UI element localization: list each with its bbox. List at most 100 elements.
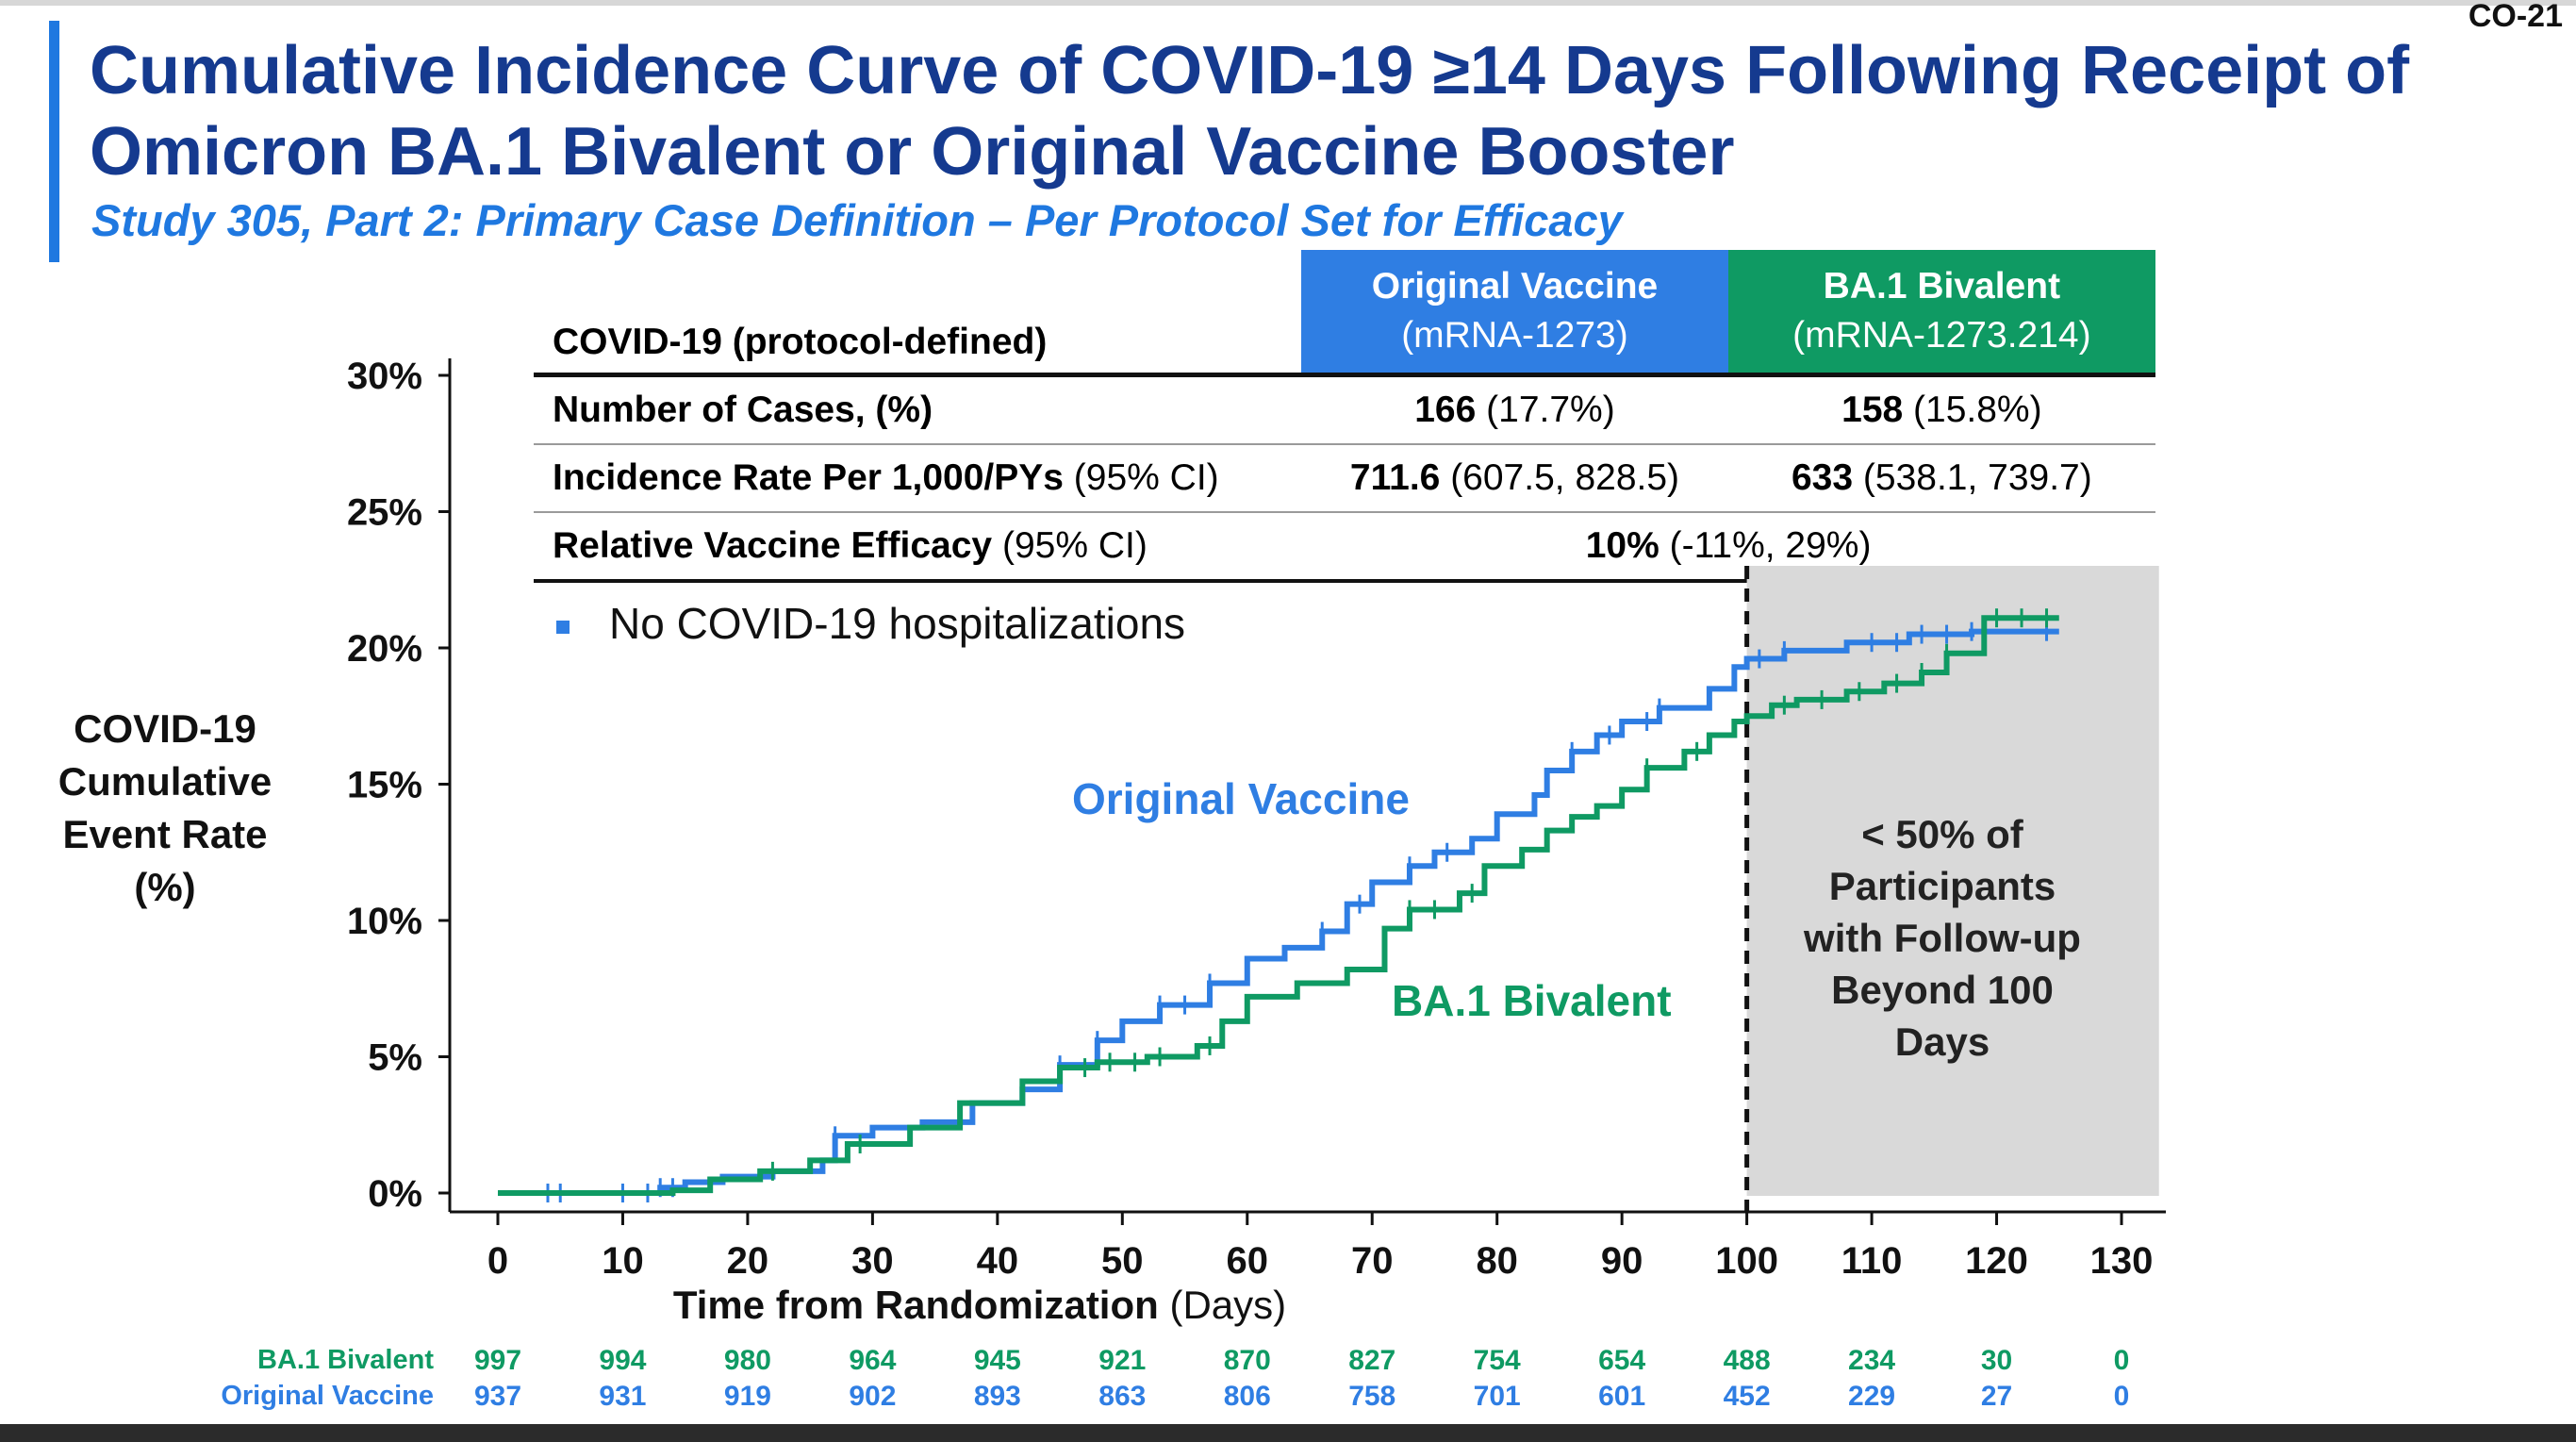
series-label-original: Original Vaccine: [1072, 774, 1410, 823]
x-tick-label: 50: [1101, 1240, 1144, 1282]
incidence-biv-bold: 633: [1791, 457, 1854, 498]
legend-square-icon: [556, 620, 570, 634]
slide-number: CO-21: [2468, 0, 2563, 34]
x-tick-label: 130: [2090, 1240, 2154, 1282]
risk-count: 902: [849, 1381, 896, 1412]
x-tick-label: 110: [1841, 1240, 1903, 1282]
table-row: Number of Cases, (%) 166 (17.7%) 158 (15…: [534, 373, 2155, 444]
table-header-label: COVID-19 (protocol-defined): [553, 322, 1048, 362]
risk-count: 488: [1724, 1345, 1771, 1376]
shade-note-line: Participants: [1828, 864, 2056, 908]
risk-count: 701: [1474, 1381, 1521, 1412]
x-tick-label: 70: [1351, 1240, 1394, 1282]
x-tick-label: 40: [977, 1240, 1019, 1282]
x-axis-label-main: Time from Randomization: [672, 1283, 1159, 1327]
cases-label: Number of Cases, (%): [534, 373, 1302, 444]
incidence-label: Incidence Rate Per 1,000/PYs: [553, 457, 1064, 498]
risk-count: 997: [474, 1345, 521, 1376]
title-accent-bar: [49, 21, 59, 262]
efficacy-table: COVID-19 (protocol-defined) Original Vac…: [534, 250, 2155, 583]
series-label-bivalent: BA.1 Bivalent: [1392, 976, 1672, 1025]
risk-count: 758: [1348, 1381, 1395, 1412]
shade-note-line: < 50% of: [1861, 812, 2023, 856]
legend-note-text: No COVID-19 hospitalizations: [609, 599, 1186, 648]
risk-count: 0: [2114, 1345, 2130, 1376]
bivalent-name: BA.1 Bivalent: [1823, 266, 2061, 307]
risk-count: 806: [1224, 1381, 1271, 1412]
risk-count: 919: [724, 1381, 771, 1412]
hospitalization-note: No COVID-19 hospitalizations: [556, 598, 1185, 649]
x-axis-label-unit: (Days): [1158, 1283, 1287, 1327]
rve-label: Relative Vaccine Efficacy: [553, 525, 993, 566]
x-tick-label: 80: [1476, 1240, 1518, 1282]
x-tick-label: 10: [602, 1240, 644, 1282]
table-row: Incidence Rate Per 1,000/PYs (95% CI) 71…: [534, 443, 2155, 512]
shaded-region-note: < 50% of Participants with Follow-up Bey…: [1754, 808, 2131, 1068]
bivalent-code: (mRNA-1273.214): [1792, 315, 2091, 356]
x-tick-label: 20: [727, 1240, 769, 1282]
x-tick-label: 0: [487, 1240, 508, 1282]
shade-note-line: Days: [1894, 1019, 1990, 1064]
risk-count: 863: [1098, 1381, 1146, 1412]
risk-count: 654: [1598, 1345, 1645, 1376]
incidence-orig-rest: (607.5, 828.5): [1440, 457, 1680, 498]
x-tick-label: 100: [1715, 1240, 1778, 1282]
incidence-label-cell: Incidence Rate Per 1,000/PYs (95% CI): [534, 443, 1302, 512]
risk-count: 27: [1981, 1381, 2012, 1412]
risk-count: 870: [1224, 1345, 1271, 1376]
x-tick-label: 30: [851, 1240, 894, 1282]
risk-count: 945: [974, 1345, 1021, 1376]
cases-orig-bold: 166: [1414, 390, 1477, 430]
y-tick-label: 25%: [347, 492, 422, 534]
incidence-bivalent: 633 (538.1, 739.7): [1727, 443, 2155, 512]
page-title: Cumulative Incidence Curve of COVID-19 ≥…: [90, 33, 2410, 190]
risk-count: 893: [974, 1381, 1021, 1412]
rve-value: 10% (-11%, 29%): [1301, 511, 2155, 583]
risk-count: 937: [474, 1381, 521, 1412]
cases-original: 166 (17.7%): [1301, 373, 1728, 444]
risk-count: 994: [599, 1345, 646, 1376]
cases-bivalent: 158 (15.8%): [1727, 373, 2155, 444]
risk-count: 30: [1981, 1345, 2012, 1376]
shade-note-line: with Follow-up: [1804, 916, 2081, 960]
risk-count: 601: [1598, 1381, 1645, 1412]
cases-biv-bold: 158: [1841, 390, 1904, 430]
original-name: Original Vaccine: [1371, 266, 1659, 307]
x-tick-label: 120: [1965, 1240, 2028, 1282]
incidence-label-suffix: (95% CI): [1063, 457, 1219, 498]
table-row: Relative Vaccine Efficacy (95% CI) 10% (…: [534, 511, 2155, 583]
table-header-original: Original Vaccine (mRNA-1273): [1301, 250, 1728, 375]
y-axis-label: COVID-19 Cumulative Event Rate (%): [58, 706, 272, 909]
cases-biv-rest: (15.8%): [1903, 390, 2042, 430]
risk-row-label-bivalent: BA.1 Bivalent: [257, 1345, 434, 1375]
risk-count: 754: [1474, 1345, 1521, 1376]
risk-count: 452: [1724, 1381, 1771, 1412]
risk-count: 921: [1098, 1345, 1146, 1376]
y-tick-label: 10%: [347, 901, 422, 942]
y-tick-label: 20%: [347, 628, 422, 670]
x-axis-label: Time from Randomization (Days): [0, 1283, 1959, 1328]
risk-count: 964: [849, 1345, 896, 1376]
original-code: (mRNA-1273): [1401, 315, 1628, 356]
top-strip: [0, 0, 2576, 6]
risk-count: 0: [2114, 1381, 2130, 1412]
shade-note-line: Beyond 100: [1831, 968, 2054, 1012]
y-tick-label: 15%: [347, 765, 422, 806]
table-header-bivalent: BA.1 Bivalent (mRNA-1273.214): [1727, 250, 2155, 375]
y-tick-label: 0%: [368, 1173, 422, 1215]
table-header-row: COVID-19 (protocol-defined) Original Vac…: [534, 250, 2155, 375]
risk-count: 229: [1848, 1381, 1895, 1412]
risk-count: 234: [1848, 1345, 1895, 1376]
rve-rest: (-11%, 29%): [1659, 525, 1872, 566]
incidence-orig-bold: 711.6: [1349, 457, 1441, 498]
bottom-strip: [0, 1424, 2576, 1442]
x-tick-label: 60: [1227, 1240, 1269, 1282]
risk-row-label-original: Original Vaccine: [221, 1381, 434, 1411]
incidence-original: 711.6 (607.5, 828.5): [1301, 443, 1728, 512]
page-subtitle: Study 305, Part 2: Primary Case Definiti…: [91, 195, 1623, 245]
rve-label-suffix: (95% CI): [992, 525, 1148, 566]
incidence-biv-rest: (538.1, 739.7): [1853, 457, 2092, 498]
rve-label-cell: Relative Vaccine Efficacy (95% CI): [534, 511, 1302, 583]
risk-count: 931: [599, 1381, 646, 1412]
